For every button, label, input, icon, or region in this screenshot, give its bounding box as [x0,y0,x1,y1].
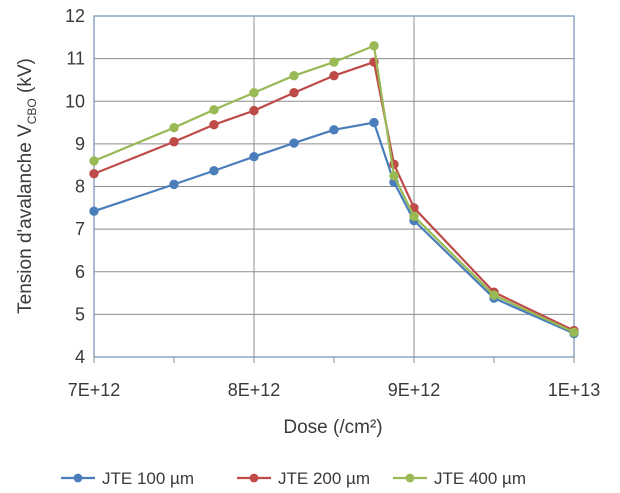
data-point [329,125,339,135]
data-point [169,137,179,147]
series-3 [89,41,579,337]
data-point [369,41,379,51]
data-point [569,327,579,337]
data-point [409,211,419,222]
legend-item: JTE 400 µm [393,469,526,488]
x-tick-label: 7E+12 [68,380,121,400]
data-point [249,151,259,162]
y-tick-label: 6 [75,262,85,282]
data-point [489,290,499,300]
data-point [169,179,179,190]
data-point [289,70,299,81]
x-tick-label: 8E+12 [228,380,281,400]
data-point [329,70,339,81]
data-point [289,138,299,148]
y-axis-title: Tension d'avalanche VCBO (kV) [15,58,39,314]
data-point [89,206,99,216]
data-point [209,119,219,130]
series-layer [89,41,579,339]
legend-item: JTE 200 µm [237,469,370,488]
y-tick-label: 7 [75,219,85,239]
legend: JTE 100 µm JTE 200 µm JTE 400 µm [61,469,526,488]
y-tick-label: 9 [75,134,85,154]
data-point [209,105,219,115]
x-tick-label: 1E+13 [548,380,601,400]
y-axis-title-subscript: CBO [25,98,39,124]
legend-item: JTE 100 µm [61,469,194,488]
legend-label: JTE 200 µm [278,469,370,488]
x-tick-label: 9E+12 [388,380,441,400]
data-point [249,105,259,116]
data-point [169,122,179,133]
data-point [389,171,399,181]
series-1 [89,117,579,339]
data-point [209,166,219,176]
y-axis-title-suffix: (kV) [15,58,36,98]
legend-marker [405,473,415,483]
y-tick-label: 12 [65,6,85,26]
data-point [89,156,99,166]
y-tick-label: 8 [75,177,85,197]
data-point [89,169,99,179]
x-axis-title: Dose (/cm²) [283,417,382,438]
y-tick-label: 5 [75,304,85,324]
legend-label: JTE 400 µm [434,469,526,488]
tick-layer: 4 5 6 7 8 9 10 11 12 7E+12 8E+12 9E+12 1E+13 [65,6,600,400]
y-tick-label: 11 [66,49,85,69]
data-point [249,88,259,98]
y-tick-label: 4 [75,347,85,367]
data-point [369,117,379,128]
y-tick-label: 10 [65,91,85,111]
data-point [289,88,299,98]
data-point [329,57,339,67]
legend-label: JTE 100 µm [102,469,194,488]
y-axis-title-prefix: Tension d'avalanche V [15,124,36,314]
legend-marker [73,473,83,483]
legend-marker [249,473,259,483]
